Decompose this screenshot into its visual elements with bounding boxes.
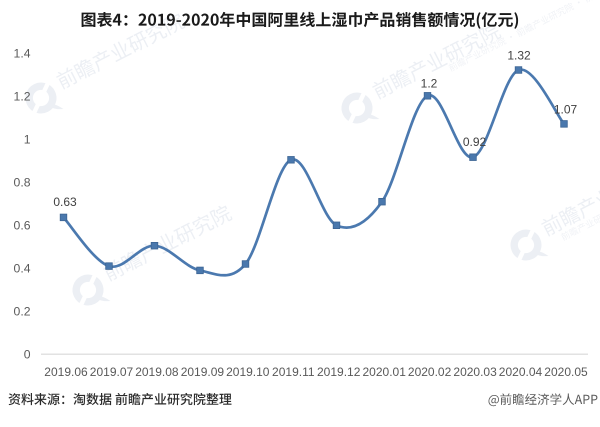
- svg-text:2019.08: 2019.08: [135, 365, 179, 379]
- svg-text:0.8: 0.8: [14, 176, 31, 190]
- svg-text:2019.12: 2019.12: [317, 365, 361, 379]
- svg-text:2019.07: 2019.07: [90, 365, 134, 379]
- svg-text:2020.04: 2020.04: [499, 365, 543, 379]
- svg-text:0.63: 0.63: [53, 195, 77, 209]
- svg-text:1.2: 1.2: [421, 77, 438, 91]
- svg-text:1: 1: [24, 133, 31, 147]
- svg-text:1.4: 1.4: [14, 47, 31, 61]
- svg-text:2019.09: 2019.09: [181, 365, 225, 379]
- svg-text:2019.10: 2019.10: [226, 365, 270, 379]
- svg-text:1.07: 1.07: [554, 103, 578, 117]
- svg-text:2020.03: 2020.03: [453, 365, 497, 379]
- svg-text:1.32: 1.32: [507, 49, 531, 63]
- svg-text:0.2: 0.2: [14, 305, 31, 319]
- svg-text:0.6: 0.6: [14, 219, 31, 233]
- svg-text:0.4: 0.4: [14, 262, 31, 276]
- svg-text:2019.11: 2019.11: [272, 365, 315, 379]
- svg-text:2020.05: 2020.05: [544, 365, 588, 379]
- svg-text:1.2: 1.2: [14, 90, 31, 104]
- svg-text:2020.01: 2020.01: [363, 365, 407, 379]
- svg-text:2019.06: 2019.06: [44, 365, 88, 379]
- svg-text:2020.02: 2020.02: [408, 365, 452, 379]
- svg-text:0.92: 0.92: [463, 135, 487, 149]
- svg-text:0: 0: [24, 348, 31, 362]
